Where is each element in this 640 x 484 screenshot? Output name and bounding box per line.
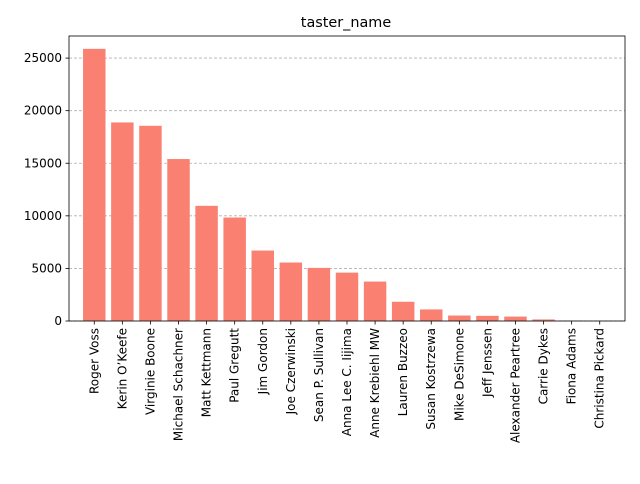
y-tick-label: 10000 (24, 209, 62, 223)
bar (111, 122, 133, 321)
y-tick-label: 5000 (31, 261, 62, 275)
x-tick-label: Jim Gordon (256, 328, 270, 395)
x-tick-label: Paul Gregutt (228, 328, 242, 403)
bar (139, 126, 161, 321)
x-tick-label: Christina Pickard (593, 328, 607, 429)
x-tick-label: Virginie Boone (143, 328, 157, 415)
bar (195, 206, 217, 321)
x-tick-label: Roger Voss (87, 328, 101, 394)
x-tick-label: Kerin O’Keefe (115, 328, 129, 409)
y-tick-label: 25000 (24, 51, 62, 65)
bar (420, 309, 442, 321)
bar (252, 251, 274, 321)
x-tick-label: Mike DeSimone (452, 328, 466, 421)
y-tick-label: 0 (54, 314, 62, 328)
x-tick-label: Anne Krebiehl MW (368, 328, 382, 438)
x-tick-label: Lauren Buzzeo (396, 328, 410, 416)
x-tick-label: Susan Kostrzewa (424, 328, 438, 430)
bar (364, 282, 386, 321)
x-tick-label: Alexander Peartree (508, 328, 522, 443)
bar (223, 218, 245, 321)
x-tick-label: Anna Lee C. Iijima (340, 328, 354, 436)
bar (476, 316, 498, 321)
bar (448, 316, 470, 321)
x-tick-label: Carrie Dykes (537, 328, 551, 404)
x-axis-ticks: Roger Voss Kerin O’Keefe Virginie Boone Mic… (87, 321, 606, 443)
x-tick-label: Sean P. Sullivan (312, 328, 326, 422)
x-tick-label: Matt Kettmann (200, 328, 214, 417)
y-tick-label: 20000 (24, 104, 62, 118)
x-tick-label: Fiona Adams (565, 328, 579, 404)
bar (83, 49, 105, 321)
bar (392, 302, 414, 321)
bar (308, 268, 330, 321)
y-axis-ticks: 0 5000 10000 15000 20000 25000 (24, 51, 69, 328)
bars (83, 49, 611, 321)
bar (504, 317, 526, 321)
bar (336, 273, 358, 321)
chart-title: taster_name (301, 15, 392, 31)
bar (167, 159, 189, 321)
x-tick-label: Michael Schachner (172, 328, 186, 441)
bar (280, 263, 302, 321)
x-tick-label: Jeff Jenssen (480, 328, 494, 398)
y-tick-label: 15000 (24, 156, 62, 170)
x-tick-label: Joe Czerwinski (284, 328, 298, 415)
